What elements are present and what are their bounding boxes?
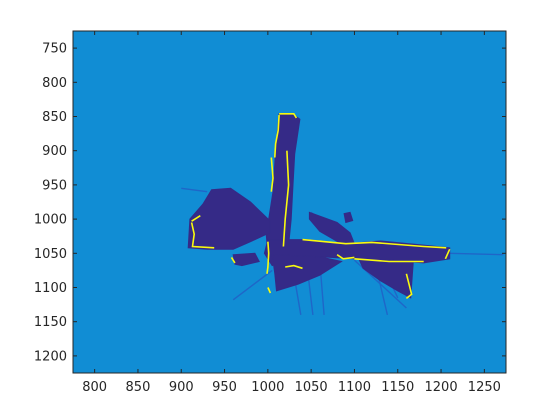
occupied-region-small-blob-right bbox=[343, 211, 354, 224]
x-tick-label-1000: 1000 bbox=[251, 380, 284, 395]
y-tick-label-1200: 1200 bbox=[34, 349, 67, 364]
plot-frame bbox=[72, 30, 507, 374]
edge-7 bbox=[354, 258, 424, 263]
y-axis: 750 800 850 900 950 1000 1050 1100 1150 1200 bbox=[34, 42, 506, 364]
y-tick-label-850: 850 bbox=[42, 110, 67, 125]
y-tick-label-1150: 1150 bbox=[34, 315, 67, 330]
x-tick-label-850: 850 bbox=[126, 380, 151, 395]
occupied-region-left-room bbox=[187, 187, 271, 250]
x-tick-label-950: 950 bbox=[212, 380, 237, 395]
y-tick-label-1050: 1050 bbox=[34, 247, 67, 262]
y-tick-label-1100: 1100 bbox=[34, 281, 67, 296]
y-tick-label-800: 800 bbox=[42, 76, 67, 91]
edge-9 bbox=[191, 215, 201, 222]
edge-0 bbox=[279, 113, 298, 119]
edge-11 bbox=[336, 254, 355, 260]
edge-13 bbox=[285, 264, 303, 270]
x-tick-label-1100: 1100 bbox=[338, 380, 371, 395]
edge-12 bbox=[230, 256, 236, 264]
ray-0 bbox=[449, 252, 504, 256]
edge-4 bbox=[266, 241, 270, 274]
occupied-region-lower-right-fan bbox=[358, 258, 414, 299]
edge-10 bbox=[405, 273, 413, 300]
y-tick-label-950: 950 bbox=[42, 178, 67, 193]
edge-3 bbox=[282, 150, 290, 247]
edge-6 bbox=[444, 248, 451, 260]
map-layer bbox=[181, 113, 504, 316]
ray-9 bbox=[181, 187, 208, 193]
x-tick-label-1200: 1200 bbox=[425, 380, 458, 395]
edge-8 bbox=[190, 222, 215, 249]
y-tick-label-750: 750 bbox=[42, 42, 67, 57]
edge-1 bbox=[274, 115, 280, 158]
x-tick-label-900: 900 bbox=[169, 380, 194, 395]
x-tick-label-1150: 1150 bbox=[381, 380, 414, 395]
x-axis: 800 850 900 950 1000 1050 1100 1150 1200 1250 bbox=[82, 31, 501, 395]
y-tick-label-900: 900 bbox=[42, 144, 67, 159]
edge-14 bbox=[267, 287, 272, 294]
x-tick-label-1050: 1050 bbox=[295, 380, 328, 395]
occupied-region-central-fan bbox=[271, 254, 343, 292]
ray-1 bbox=[232, 269, 273, 301]
edge-2 bbox=[270, 157, 274, 192]
x-tick-label-800: 800 bbox=[82, 380, 107, 395]
y-tick-label-1000: 1000 bbox=[34, 213, 67, 228]
x-tick-label-1250: 1250 bbox=[468, 380, 501, 395]
edge-5 bbox=[302, 238, 447, 249]
